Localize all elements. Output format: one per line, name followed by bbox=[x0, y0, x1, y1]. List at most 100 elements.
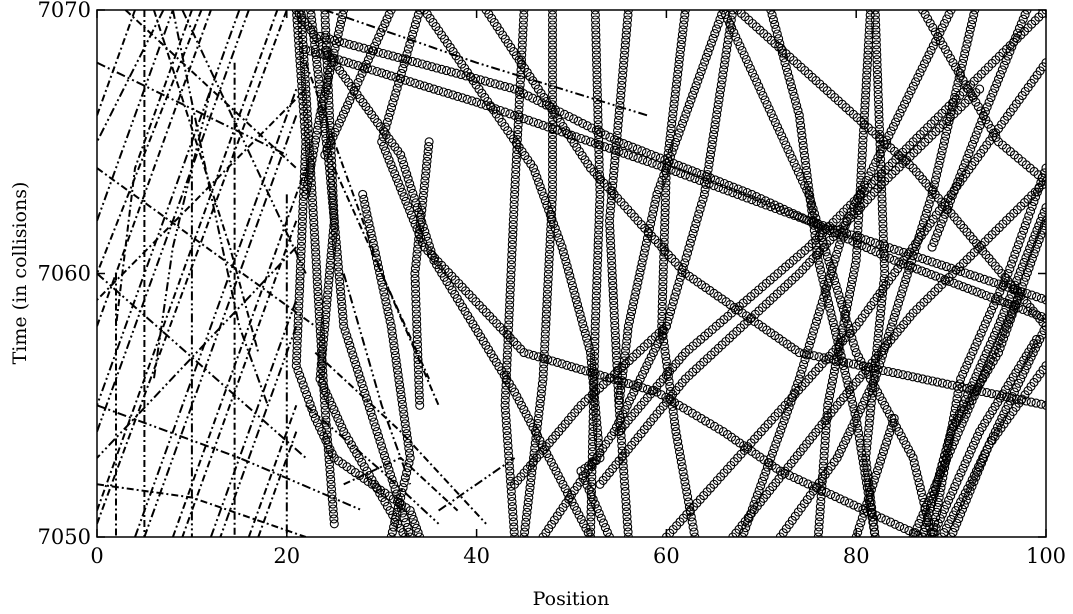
data-point bbox=[780, 207, 790, 217]
data-point bbox=[787, 153, 797, 164]
data-point bbox=[589, 366, 599, 376]
data-point bbox=[611, 340, 621, 350]
data-point bbox=[857, 448, 867, 458]
data-point bbox=[831, 280, 841, 291]
data-point bbox=[878, 214, 888, 224]
data-point bbox=[728, 188, 738, 198]
data-point bbox=[797, 130, 807, 140]
data-point bbox=[591, 35, 601, 45]
data-point bbox=[879, 239, 889, 249]
data-point bbox=[323, 445, 333, 455]
data-point bbox=[321, 387, 331, 397]
data-point bbox=[304, 133, 314, 144]
data-point bbox=[343, 58, 354, 68]
data-point bbox=[832, 332, 842, 342]
data-point bbox=[854, 352, 864, 362]
data-point bbox=[621, 341, 631, 351]
data-point bbox=[822, 294, 832, 304]
data-point bbox=[593, 250, 603, 260]
data-point bbox=[680, 258, 690, 268]
data-point bbox=[1006, 309, 1016, 319]
data-point bbox=[324, 52, 335, 62]
data-point bbox=[412, 319, 422, 329]
data-point bbox=[927, 376, 938, 386]
data-point bbox=[878, 283, 888, 294]
data-point bbox=[419, 10, 429, 15]
data-point bbox=[608, 181, 618, 191]
data-point bbox=[301, 94, 311, 104]
data-point bbox=[319, 383, 329, 393]
data-point bbox=[334, 55, 344, 65]
data-point bbox=[383, 50, 393, 60]
data-point bbox=[547, 45, 558, 55]
x-tick-label: 60 bbox=[653, 544, 680, 568]
data-point bbox=[808, 215, 818, 225]
data-point bbox=[855, 185, 865, 195]
data-point bbox=[546, 214, 556, 224]
data-point bbox=[845, 289, 855, 299]
data-point bbox=[502, 431, 512, 441]
data-point bbox=[543, 274, 553, 284]
data-point bbox=[328, 181, 338, 191]
data-point bbox=[855, 438, 865, 448]
data-point bbox=[398, 508, 408, 518]
data-point bbox=[800, 355, 810, 365]
data-point bbox=[619, 361, 629, 371]
data-point bbox=[632, 144, 642, 154]
data-point bbox=[673, 69, 683, 79]
data-point bbox=[1027, 201, 1037, 211]
data-point bbox=[329, 53, 339, 63]
data-point bbox=[885, 428, 895, 438]
data-point bbox=[786, 82, 797, 92]
data-point bbox=[821, 426, 831, 436]
data-point bbox=[622, 517, 632, 527]
data-point bbox=[941, 131, 951, 141]
data-point bbox=[304, 170, 314, 180]
data-point bbox=[963, 484, 973, 494]
data-point bbox=[926, 194, 936, 204]
data-point bbox=[827, 376, 838, 386]
data-point bbox=[875, 134, 885, 144]
data-point bbox=[745, 63, 755, 74]
data-point bbox=[594, 508, 604, 519]
data-point bbox=[982, 388, 992, 398]
data-point bbox=[589, 356, 599, 366]
data-point bbox=[857, 145, 868, 155]
data-point bbox=[592, 276, 602, 286]
data-point bbox=[804, 185, 814, 195]
data-point bbox=[313, 282, 323, 292]
data-point bbox=[511, 164, 521, 175]
data-point bbox=[585, 532, 596, 537]
data-point bbox=[891, 117, 901, 127]
data-point bbox=[312, 267, 322, 277]
data-point bbox=[964, 449, 974, 460]
y-tick-label: 7070 bbox=[38, 0, 91, 22]
data-point bbox=[957, 409, 967, 419]
data-point bbox=[966, 144, 976, 154]
data-point bbox=[291, 10, 301, 15]
data-point bbox=[928, 23, 938, 33]
data-point bbox=[971, 472, 981, 482]
data-point bbox=[1028, 348, 1038, 358]
data-point bbox=[306, 160, 316, 170]
data-point bbox=[627, 391, 637, 402]
data-point bbox=[658, 282, 668, 292]
data-point bbox=[335, 277, 345, 287]
data-point bbox=[692, 214, 702, 224]
data-point bbox=[628, 302, 638, 312]
data-point bbox=[683, 104, 693, 114]
data-point bbox=[850, 343, 860, 353]
data-point bbox=[586, 487, 597, 497]
data-point bbox=[414, 370, 424, 380]
trajectory-line bbox=[97, 10, 288, 525]
data-point bbox=[843, 431, 853, 441]
data-point bbox=[1024, 211, 1034, 221]
data-point bbox=[515, 80, 525, 90]
data-point bbox=[379, 127, 390, 137]
data-point bbox=[863, 45, 873, 55]
data-point bbox=[403, 438, 413, 448]
data-point bbox=[536, 394, 546, 404]
data-point bbox=[841, 435, 851, 445]
data-point bbox=[634, 272, 644, 282]
data-point bbox=[709, 130, 719, 140]
